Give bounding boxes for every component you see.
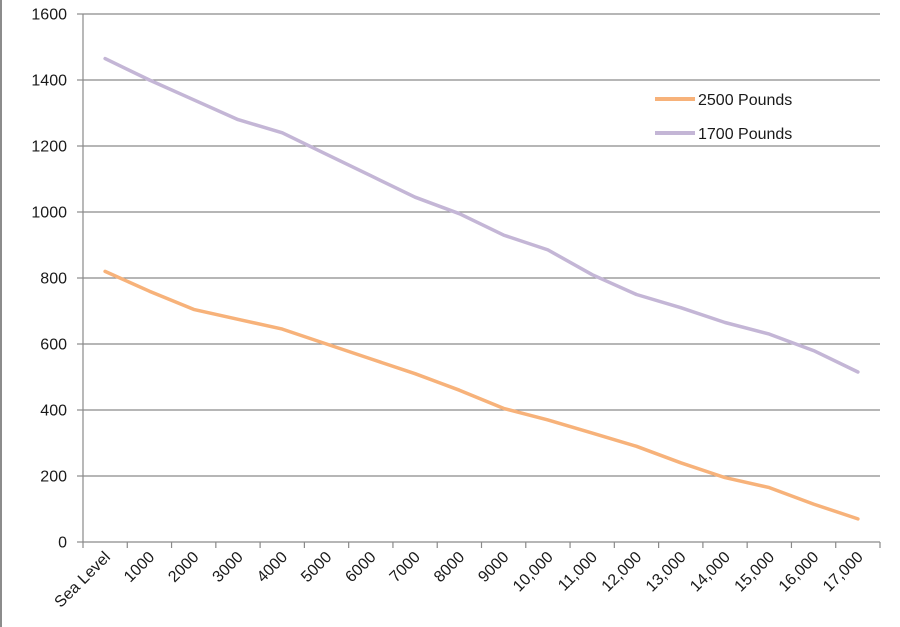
y-tick-label: 1600 — [31, 7, 67, 24]
data-point-1700-pounds — [413, 195, 417, 199]
x-tick-label: 6000 — [342, 549, 379, 586]
x-tick-label: 4000 — [254, 549, 291, 586]
y-tick-label: 600 — [40, 337, 67, 354]
x-tick-label: 16,000 — [776, 549, 823, 596]
data-point-1700-pounds — [148, 78, 151, 82]
x-tick-label: 8000 — [431, 549, 468, 586]
left-edge-rule — [0, 0, 2, 627]
legend-label-2500-pounds: 2500 Pounds — [698, 92, 792, 109]
x-tick-label: 12,000 — [599, 549, 646, 596]
series-line-1700-pounds — [103, 56, 860, 374]
series-line-2500-pounds — [103, 269, 860, 521]
y-tick-label: 1200 — [31, 139, 67, 156]
x-tick-label: 9000 — [475, 549, 512, 586]
data-point-1700-pounds — [856, 370, 860, 374]
data-point-2500-pounds — [325, 342, 328, 346]
data-point-2500-pounds — [502, 407, 505, 410]
data-point-2500-pounds — [413, 372, 417, 375]
data-point-2500-pounds — [590, 431, 594, 435]
data-point-1700-pounds — [502, 233, 505, 237]
y-tick-label: 0 — [58, 535, 67, 552]
legend: 2500 Pounds 1700 Pounds — [655, 92, 792, 143]
y-tick-label: 1000 — [31, 205, 67, 222]
data-point-2500-pounds — [812, 502, 815, 506]
data-point-2500-pounds — [458, 389, 461, 392]
x-tick-label: Sea Level — [52, 549, 114, 611]
data-point-1700-pounds — [590, 273, 594, 276]
data-point-1700-pounds — [546, 248, 550, 252]
x-tick-label: 14,000 — [687, 549, 734, 596]
data-point-2500-pounds — [369, 357, 373, 361]
y-tick-label: 200 — [40, 469, 67, 486]
data-point-1700-pounds — [281, 131, 284, 134]
data-point-2500-pounds — [635, 445, 638, 448]
data-point-2500-pounds — [281, 327, 284, 331]
data-point-2500-pounds — [192, 308, 195, 311]
data-point-1700-pounds — [236, 118, 240, 121]
data-point-2500-pounds — [148, 290, 151, 293]
x-tick-label: 11,000 — [555, 549, 601, 595]
x-tick-label: 17,000 — [820, 549, 867, 596]
data-point-2500-pounds — [546, 418, 550, 422]
data-point-2500-pounds — [236, 318, 240, 321]
data-point-1700-pounds — [325, 153, 328, 156]
y-tick-label: 400 — [40, 403, 67, 420]
data-point-2500-pounds — [679, 461, 682, 464]
data-point-1700-pounds — [635, 293, 638, 296]
data-point-1700-pounds — [192, 98, 195, 102]
x-tick-label: 13,000 — [643, 549, 690, 596]
data-point-1700-pounds — [103, 57, 107, 60]
x-tick-label: 5000 — [298, 549, 335, 586]
x-tick-label: 10,000 — [510, 549, 557, 596]
x-tick-label: 1000 — [121, 549, 158, 586]
data-point-1700-pounds — [458, 212, 461, 215]
data-point-2500-pounds — [723, 476, 727, 479]
data-point-1700-pounds — [768, 332, 771, 336]
x-tick-label: 2000 — [165, 549, 202, 586]
data-point-2500-pounds — [103, 270, 107, 273]
data-point-2500-pounds — [856, 517, 860, 521]
y-tick-label: 1400 — [31, 73, 67, 90]
data-point-1700-pounds — [812, 349, 815, 352]
series-lines — [103, 56, 860, 521]
data-point-1700-pounds — [679, 306, 682, 309]
y-tick-label: 800 — [40, 271, 67, 288]
x-tick-label: 15,000 — [732, 549, 779, 596]
data-point-1700-pounds — [369, 174, 373, 177]
x-tick-label: 3000 — [210, 549, 247, 586]
grid-lines — [83, 13, 880, 477]
data-point-2500-pounds — [768, 486, 771, 489]
x-tick-label: 7000 — [387, 549, 424, 586]
legend-label-1700-pounds: 1700 Pounds — [698, 126, 792, 143]
data-point-1700-pounds — [723, 321, 727, 324]
